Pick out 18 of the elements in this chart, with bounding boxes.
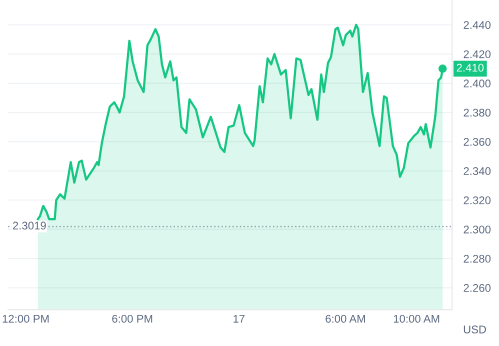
ref-line-label: 2.3019: [12, 222, 46, 230]
y-tick-label: 2.380: [464, 108, 491, 117]
annotation: 2.410: [456, 64, 484, 72]
x-tick-label: 6:00 AM: [326, 314, 365, 323]
y-tick-label: 2.360: [464, 138, 491, 146]
x-tick-label: 17: [234, 314, 245, 323]
y-tick-label: 2.440: [464, 21, 491, 29]
x-tick-label: 6:00 PM: [112, 314, 152, 323]
y-tick-label: 2.400: [464, 80, 491, 88]
y-tick-label: 2.300: [464, 226, 491, 234]
y-tick-label: 2.340: [464, 167, 491, 176]
y-tick-label: 2.320: [464, 196, 491, 204]
x-tick-label: 12:00 PM: [2, 314, 49, 323]
y-axis-title: USD: [464, 326, 486, 334]
x-tick-label: 10:00 AM: [394, 314, 440, 323]
y-tick-label: 2.260: [464, 284, 491, 292]
y-tick-label: 2.280: [464, 254, 491, 263]
y-tick-label: 2.420: [464, 50, 491, 58]
